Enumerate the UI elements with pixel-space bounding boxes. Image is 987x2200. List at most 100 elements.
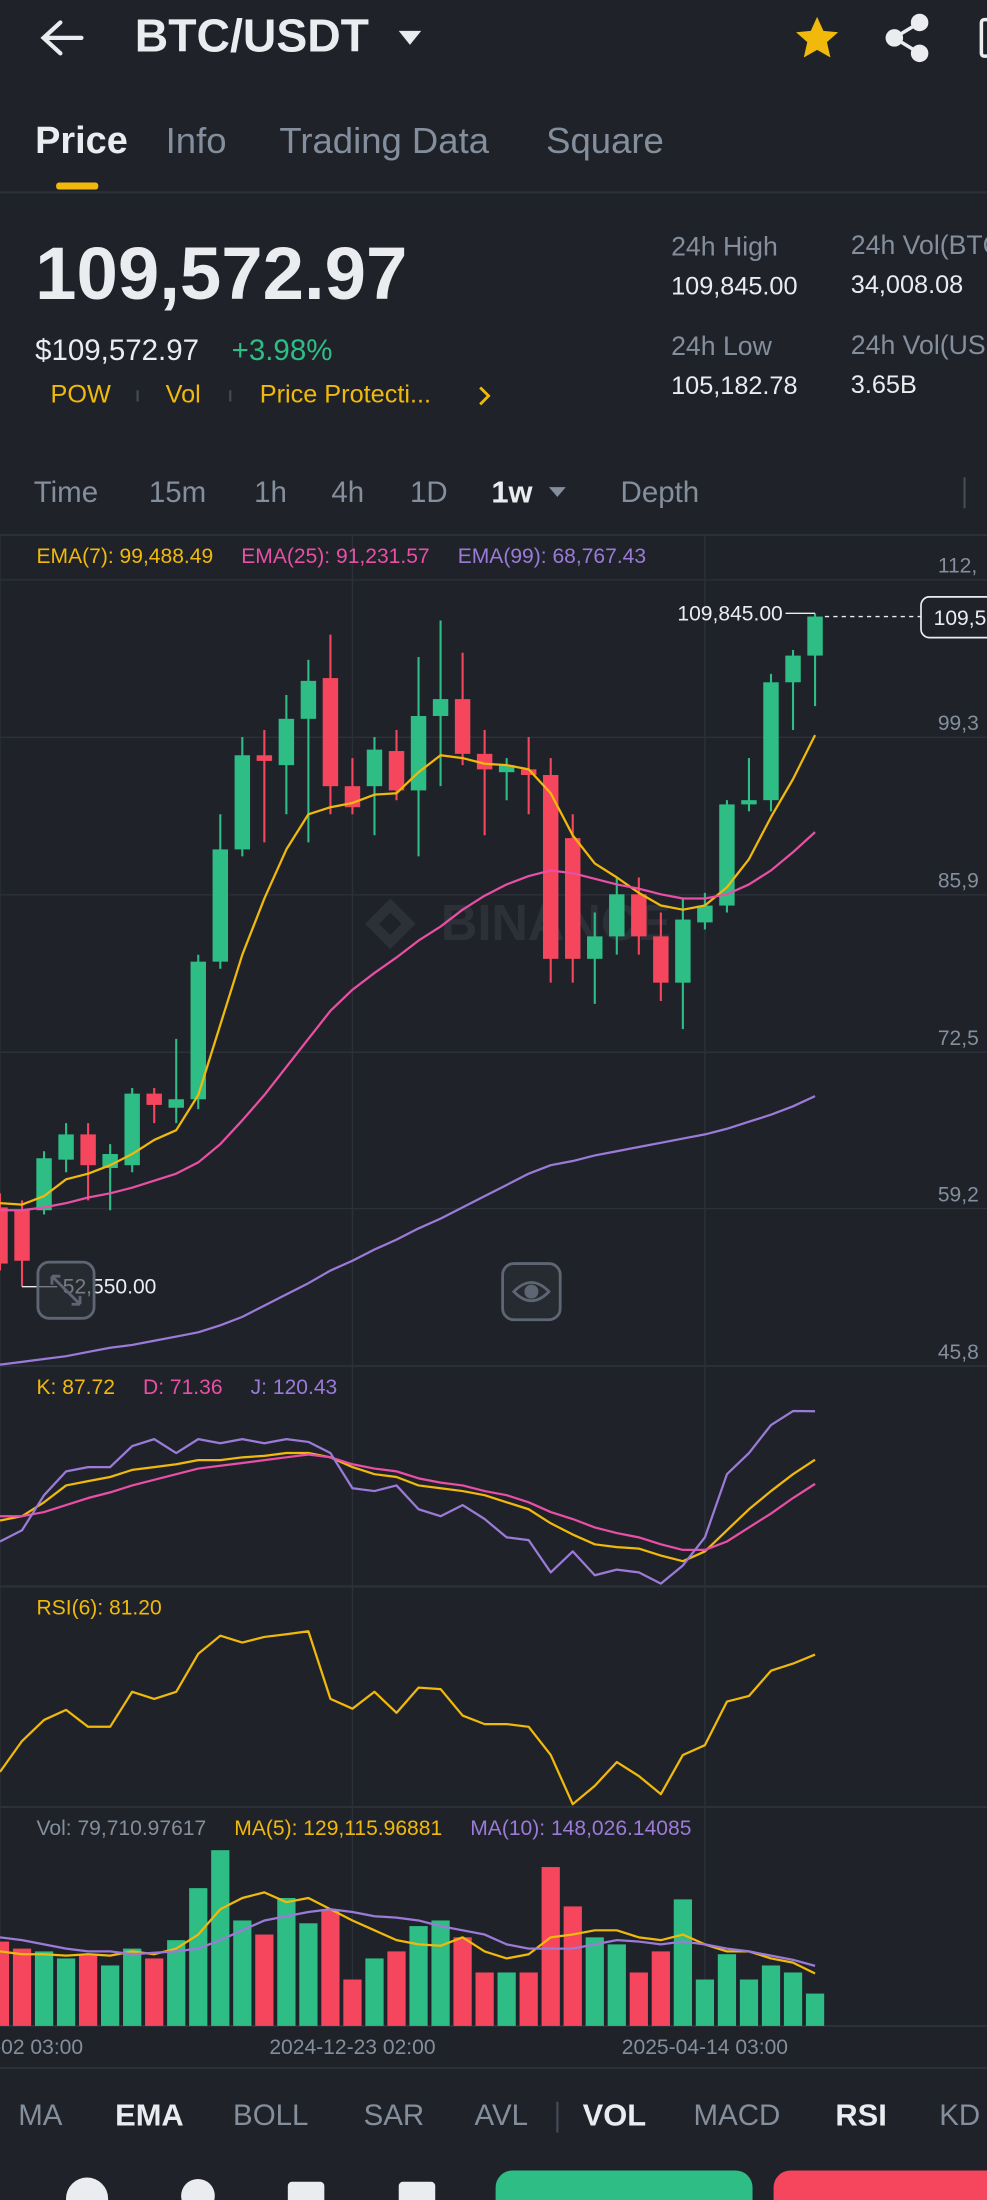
legend-entry: D: 71.36 <box>143 1376 223 1399</box>
tag[interactable]: POW <box>51 381 112 409</box>
tab-underline <box>56 182 99 190</box>
candle-body <box>741 800 757 805</box>
eye-outline <box>511 1281 551 1303</box>
legend-entry: K: 87.72 <box>37 1376 115 1399</box>
volume-bar <box>189 1888 208 2026</box>
favorite-star[interactable] <box>796 16 839 58</box>
back-button[interactable] <box>40 20 84 56</box>
stat-label: 24h Vol(USDT) <box>851 330 987 360</box>
indicator-tab[interactable]: MA <box>18 2099 63 2132</box>
candle-body <box>565 838 581 959</box>
interval-tab[interactable]: 15m <box>149 476 206 509</box>
stat-value: 109,845.00 <box>671 272 797 300</box>
indicator-tab[interactable]: VOL <box>583 2097 646 2132</box>
nav-icon[interactable] <box>181 2178 215 2200</box>
indicator-tab[interactable]: RSI <box>835 2097 886 2132</box>
stat-value: 105,182.78 <box>671 372 797 400</box>
indicator-line <box>0 1451 816 1563</box>
volume-bar <box>739 1979 759 2026</box>
volume-bar <box>805 1993 825 2026</box>
share-button[interactable] <box>885 13 929 63</box>
tab[interactable]: Price <box>35 120 128 162</box>
interval-dropdown[interactable] <box>548 487 566 498</box>
last-price-label: 109,572.97 <box>934 607 987 630</box>
indicator-tab[interactable]: SAR <box>364 2099 425 2132</box>
eye-pupil <box>524 1284 539 1299</box>
legend-entry: MA(5): 129,115.96881 <box>234 1817 442 1840</box>
legend-entry: MA(10): 148,026.14085 <box>470 1817 691 1840</box>
candle-body <box>542 775 559 959</box>
indicator-line <box>0 1095 816 1366</box>
candle-body <box>785 655 801 683</box>
candle-body <box>719 804 735 906</box>
visibility-toggle[interactable] <box>501 1262 562 1322</box>
candle-body <box>0 1207 8 1264</box>
candle-body <box>80 1134 96 1166</box>
x-tick-label: 2024-09-02 03:00 <box>0 2036 83 2059</box>
interval-tab[interactable]: 1w <box>491 474 533 509</box>
y-tick-label: 45,8 <box>938 1341 979 1364</box>
candle-body <box>366 749 383 787</box>
indicator-tab[interactable]: KD <box>939 2099 980 2132</box>
interval-tab[interactable]: Depth <box>621 476 700 509</box>
candle-body <box>675 919 691 983</box>
candle-body <box>476 753 493 770</box>
volume-bar <box>519 1972 538 2026</box>
volume-bar <box>78 1955 98 2026</box>
watermark-logo <box>365 898 416 950</box>
last-price-usd: $109,572.97 <box>35 334 199 367</box>
tab-bar: Price Info Trading Data Square <box>35 120 664 162</box>
volume-bar <box>629 1972 648 2026</box>
volume-bar <box>453 1937 472 2026</box>
indicator-tab[interactable]: EMA <box>115 2097 184 2132</box>
volume-bar <box>497 1972 516 2026</box>
buy-button[interactable] <box>495 2170 753 2200</box>
y-tick-label: 59,2 <box>938 1183 979 1206</box>
more-button[interactable] <box>979 17 987 58</box>
last-price-box <box>920 596 987 639</box>
indicator-tab[interactable]: AVL <box>475 2099 529 2132</box>
tab[interactable]: Trading Data <box>279 120 489 161</box>
x-tick-label: 2024-12-23 02:00 <box>269 2036 435 2059</box>
volume-bar <box>387 1951 406 2026</box>
volume-bar <box>233 1920 252 2026</box>
stat-label: 24h Vol(BTC) <box>851 230 987 260</box>
pair-title[interactable]: BTC/USDT <box>135 10 369 62</box>
volume-bar <box>123 1948 142 2026</box>
interval-tab[interactable]: 4h <box>331 476 364 509</box>
nav-icon[interactable] <box>66 2177 109 2200</box>
candle-body <box>322 678 339 787</box>
candle-body <box>587 936 603 959</box>
indicator-tab[interactable]: MACD <box>694 2099 781 2132</box>
volume-bar <box>695 1979 715 2026</box>
candle-body <box>388 751 405 791</box>
tab[interactable]: Info <box>166 120 227 161</box>
tag-chevron[interactable] <box>479 386 491 406</box>
interval-tab[interactable]: 1D <box>410 476 448 509</box>
indicator-line <box>0 1453 816 1552</box>
candle-body <box>763 682 779 801</box>
expand-arrows <box>50 1274 82 1306</box>
nav-icon[interactable] <box>398 2181 436 2200</box>
candle-body <box>520 769 537 776</box>
interval-tab[interactable]: 1h <box>254 476 287 509</box>
y-tick-label: 112, <box>938 555 977 578</box>
tag[interactable]: Price Protecti... <box>260 381 431 409</box>
interval-tab[interactable]: Time <box>34 476 98 509</box>
volume-bar <box>761 1965 781 2026</box>
tag[interactable]: Vol <box>166 381 201 409</box>
volume-bar <box>365 1958 384 2026</box>
expand-button[interactable] <box>36 1260 96 1320</box>
tab[interactable]: Square <box>546 120 664 161</box>
volume-bar <box>255 1934 274 2026</box>
volume-bar <box>563 1906 582 2026</box>
chart-layer: 112,99,385,972,559,245,8BINANCEEMA(7): 9… <box>0 545 987 2059</box>
indicator-line <box>0 831 816 1212</box>
indicator-tab[interactable]: BOLL <box>233 2099 308 2132</box>
pair-dropdown[interactable] <box>398 30 422 45</box>
sell-button[interactable] <box>773 2170 987 2200</box>
legend-entry: J: 120.43 <box>251 1376 338 1399</box>
nav-icon[interactable] <box>287 2181 325 2200</box>
volume-bar <box>56 1958 76 2026</box>
candle-body <box>14 1210 30 1261</box>
